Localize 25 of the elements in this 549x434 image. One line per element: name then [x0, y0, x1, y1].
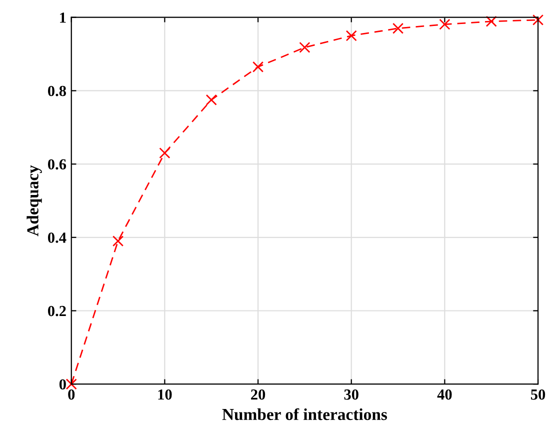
y-axis-title: Adequacy — [26, 165, 42, 236]
point — [299, 42, 310, 53]
x-tick-label: 30 — [344, 389, 358, 400]
y-tick-label: 0.2 — [48, 306, 66, 316]
y-tick-label: 1 — [60, 12, 66, 23]
y-tick-label: 0.4 — [48, 232, 66, 243]
point — [346, 30, 357, 42]
point — [112, 236, 124, 247]
x-axis-title: Number of interactions — [222, 408, 387, 420]
x-tick-label: 0 — [68, 389, 75, 400]
point — [439, 18, 450, 30]
point — [66, 378, 77, 390]
point — [392, 22, 404, 34]
y-tick-label: 0.8 — [48, 86, 66, 96]
y-tick-label: 0.6 — [48, 159, 66, 170]
point — [252, 61, 264, 72]
x-tick-label: 20 — [251, 389, 266, 400]
x-tick-label: 40 — [437, 389, 452, 400]
point — [206, 94, 217, 106]
y-tick-label: 0 — [59, 379, 66, 390]
point — [486, 16, 497, 27]
point — [159, 147, 170, 159]
point — [532, 14, 544, 26]
x-tick-label: 10 — [158, 389, 172, 400]
x-tick-label: 50 — [530, 389, 546, 400]
